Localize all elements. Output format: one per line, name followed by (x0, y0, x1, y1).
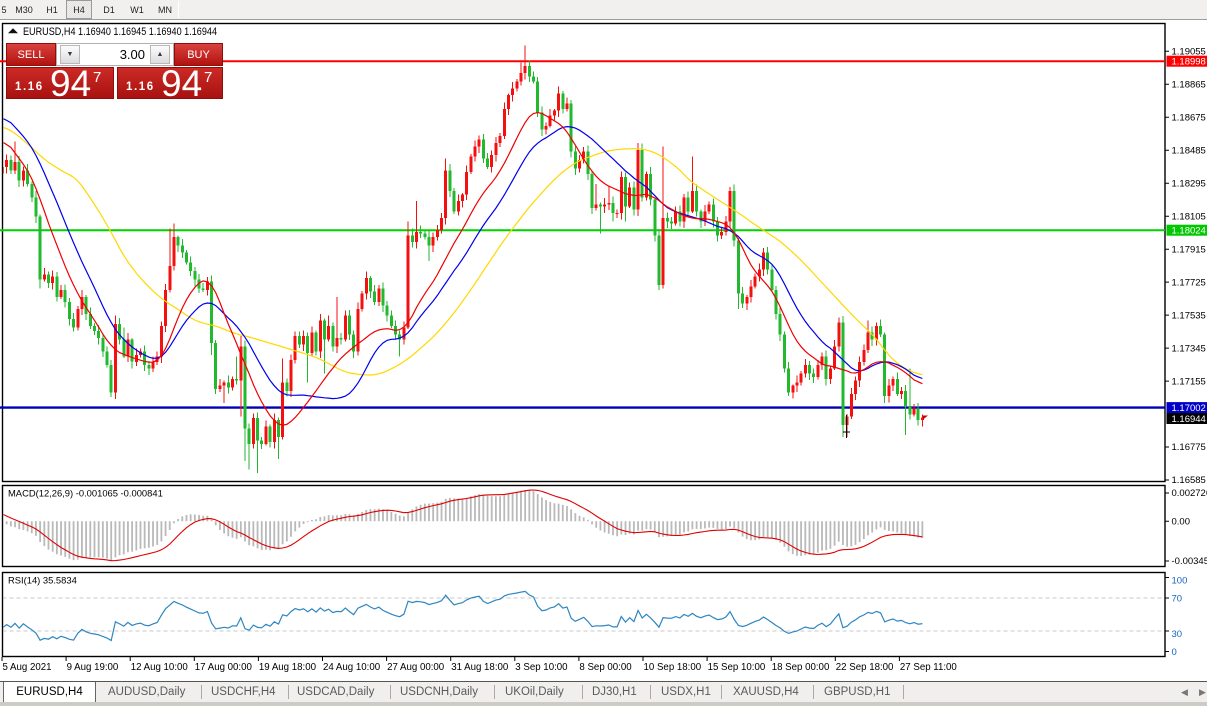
svg-text:31 Aug 18:00: 31 Aug 18:00 (451, 662, 509, 673)
svg-text:100: 100 (1172, 575, 1188, 586)
svg-text:9 Aug 19:00: 9 Aug 19:00 (67, 662, 119, 673)
svg-text:1.17725: 1.17725 (1172, 277, 1206, 288)
svg-text:19 Aug 18:00: 19 Aug 18:00 (259, 662, 317, 673)
svg-text:RSI(14) 35.5834: RSI(14) 35.5834 (8, 575, 77, 586)
svg-text:1.18675: 1.18675 (1172, 113, 1206, 124)
svg-text:1.17155: 1.17155 (1172, 376, 1206, 387)
svg-text:27 Sep 11:00: 27 Sep 11:00 (900, 662, 958, 673)
svg-text:18 Sep 00:00: 18 Sep 00:00 (772, 662, 830, 673)
svg-text:70: 70 (1172, 593, 1183, 604)
svg-text:1.17915: 1.17915 (1172, 244, 1206, 255)
svg-text:24 Aug 10:00: 24 Aug 10:00 (323, 662, 381, 673)
svg-text:1.16775: 1.16775 (1172, 442, 1206, 453)
svg-text:1.18024: 1.18024 (1172, 226, 1206, 237)
svg-text:30: 30 (1172, 629, 1183, 640)
svg-text:1.17345: 1.17345 (1172, 343, 1206, 354)
svg-text:27 Aug 00:00: 27 Aug 00:00 (387, 662, 445, 673)
svg-text:12 Aug 10:00: 12 Aug 10:00 (131, 662, 189, 673)
svg-text:10 Sep 18:00: 10 Sep 18:00 (644, 662, 702, 673)
svg-text:1.18485: 1.18485 (1172, 145, 1206, 156)
svg-text:1.17002: 1.17002 (1172, 403, 1206, 414)
svg-text:0.002726: 0.002726 (1172, 488, 1207, 499)
svg-text:-0.003452: -0.003452 (1172, 556, 1207, 567)
svg-text:1.16585: 1.16585 (1172, 475, 1206, 486)
svg-text:17 Aug 00:00: 17 Aug 00:00 (195, 662, 253, 673)
svg-text:0: 0 (1172, 647, 1177, 658)
svg-text:3 Sep 10:00: 3 Sep 10:00 (515, 662, 568, 673)
svg-text:1.19055: 1.19055 (1172, 47, 1206, 58)
svg-text:8 Sep 00:00: 8 Sep 00:00 (579, 662, 632, 673)
svg-text:1.18105: 1.18105 (1172, 211, 1206, 222)
svg-text:1.16944: 1.16944 (1172, 414, 1206, 425)
svg-text:0.00: 0.00 (1172, 517, 1191, 528)
svg-text:15 Sep 10:00: 15 Sep 10:00 (708, 662, 766, 673)
svg-text:1.18295: 1.18295 (1172, 178, 1206, 189)
svg-text:1.18998: 1.18998 (1172, 57, 1206, 68)
svg-text:5 Aug 2021: 5 Aug 2021 (3, 662, 52, 673)
svg-text:EURUSD,H4 1.16940 1.16945 1.1: EURUSD,H4 1.16940 1.16945 1.16940 1.1694… (23, 26, 217, 38)
svg-text:1.18865: 1.18865 (1172, 80, 1206, 91)
svg-text:22 Sep 18:00: 22 Sep 18:00 (836, 662, 894, 673)
svg-text:MACD(12,26,9) -0.001065 -0.000: MACD(12,26,9) -0.001065 -0.000841 (8, 488, 163, 499)
svg-text:1.17535: 1.17535 (1172, 310, 1206, 321)
